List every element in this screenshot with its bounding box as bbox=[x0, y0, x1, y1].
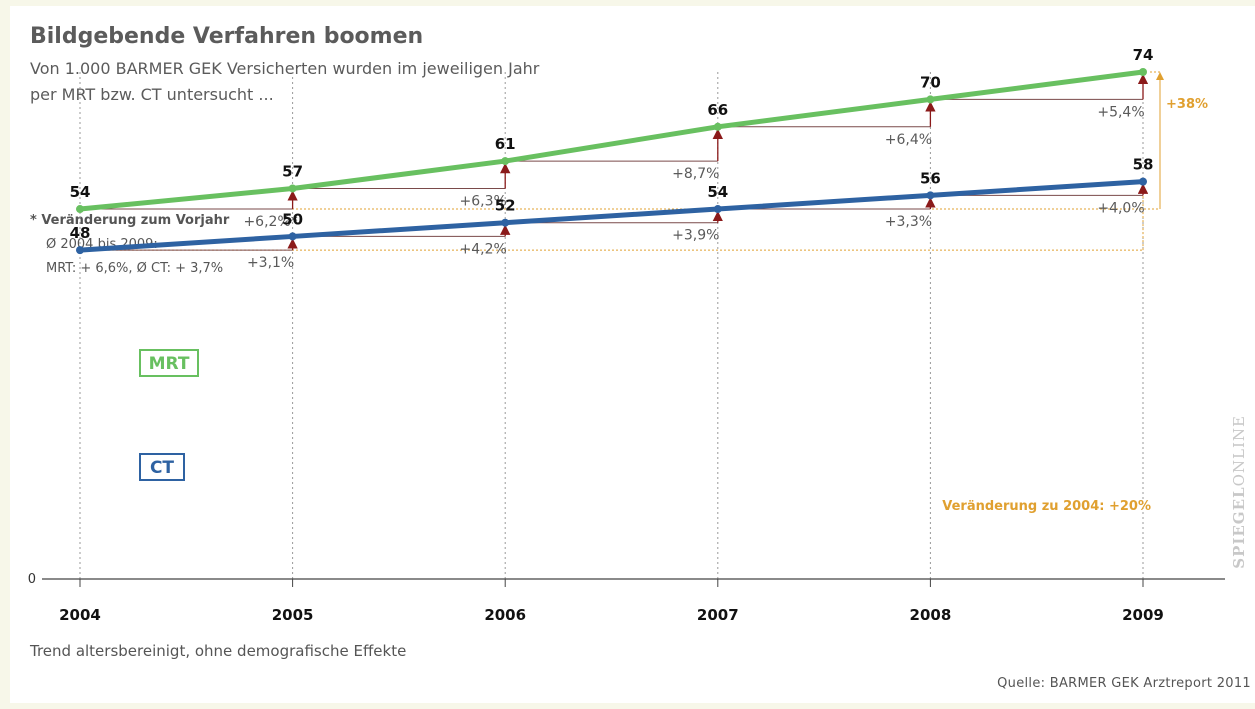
ct-change-label-2005: +3,1% bbox=[247, 255, 294, 271]
brand-thin: ONLINE bbox=[1230, 415, 1248, 487]
chart-title: Bildgebende Verfahren boomen bbox=[30, 24, 424, 49]
mrt-value-label-2006: 61 bbox=[495, 135, 516, 153]
x-tick-label-2009: 2009 bbox=[1122, 606, 1164, 624]
ct-change-label-2006: +4,2% bbox=[460, 241, 507, 257]
mrt-value-label-2005: 57 bbox=[282, 162, 303, 180]
ct-point-2007 bbox=[713, 205, 722, 214]
ct-point-2008 bbox=[926, 191, 935, 200]
ct-point-2009 bbox=[1139, 177, 1147, 186]
ct-value-label-2008: 56 bbox=[920, 169, 941, 187]
y-tick-label-0: 0 bbox=[28, 572, 36, 587]
mrt-line bbox=[77, 69, 1146, 212]
footnote: Trend altersbereinigt, ohne demografisch… bbox=[30, 642, 407, 660]
ct-name-box bbox=[139, 453, 185, 481]
mrt-change-label-2008: +6,4% bbox=[885, 132, 932, 148]
change-note-line-2: MRT: + 6,6%, Ø CT: + 3,7% bbox=[46, 261, 224, 276]
ct-total-change-label: Veränderung zu 2004: +20% bbox=[942, 499, 1151, 514]
ct-point-2004 bbox=[76, 246, 84, 255]
ct-series-label: CT bbox=[150, 458, 174, 478]
ct-value-label-2004: 48 bbox=[70, 224, 91, 242]
mrt-point-2005 bbox=[288, 184, 297, 193]
ct-value-label-2009: 58 bbox=[1133, 156, 1154, 174]
ct-point-2006 bbox=[501, 218, 510, 227]
mrt-point-2006 bbox=[501, 157, 510, 166]
mrt-change-label-2007: +8,7% bbox=[672, 166, 719, 182]
ct-value-label-2007: 54 bbox=[707, 183, 728, 201]
x-tick-label-2004: 2004 bbox=[59, 606, 101, 624]
ct-point-2005 bbox=[288, 232, 297, 241]
ct-change-label-2007: +3,9% bbox=[672, 228, 719, 244]
mrt-point-2009 bbox=[1139, 68, 1147, 76]
x-tick-label-2006: 2006 bbox=[484, 606, 526, 624]
mrt-value-label-2004: 54 bbox=[70, 183, 91, 201]
mrt-total-change-label: +38% bbox=[1166, 97, 1208, 112]
source-note: Quelle: BARMER GEK Arztreport 2011 bbox=[997, 676, 1251, 691]
mrt-point-2007 bbox=[713, 122, 722, 131]
change-note-heading: * Veränderung zum Vorjahr bbox=[30, 213, 230, 228]
brand-bold: SPIEGEL bbox=[1230, 486, 1248, 569]
chart-card bbox=[10, 6, 1255, 703]
x-tick-label-2007: 2007 bbox=[697, 606, 739, 624]
mrt-name-box bbox=[139, 349, 199, 377]
ct-change-label-2009: +4,0% bbox=[1097, 200, 1144, 216]
mrt-value-label-2009: 74 bbox=[1133, 46, 1154, 64]
brand-watermark: SPIEGELONLINE bbox=[1230, 415, 1248, 569]
chart-subtitle: Von 1.000 BARMER GEK Versicherten wurden… bbox=[30, 59, 540, 104]
mrt-series-label: MRT bbox=[149, 354, 190, 374]
mrt-point-2004 bbox=[76, 205, 84, 214]
mrt-change-label-2006: +6,3% bbox=[460, 193, 507, 209]
mrt-point-2008 bbox=[926, 95, 935, 104]
mrt-change-label-2005: +6,2%* bbox=[243, 214, 297, 230]
x-tick-label-2005: 2005 bbox=[272, 606, 314, 624]
ct-value-label-2005: 50 bbox=[282, 210, 303, 228]
mrt-value-label-2008: 70 bbox=[920, 73, 941, 91]
mrt-change-label-2009: +5,4% bbox=[1097, 104, 1144, 120]
mrt-value-label-2007: 66 bbox=[707, 101, 728, 119]
ct-line bbox=[77, 179, 1146, 253]
x-tick-label-2008: 2008 bbox=[910, 606, 952, 624]
ct-change-label-2008: +3,3% bbox=[885, 214, 932, 230]
ct-value-label-2006: 52 bbox=[495, 197, 516, 215]
